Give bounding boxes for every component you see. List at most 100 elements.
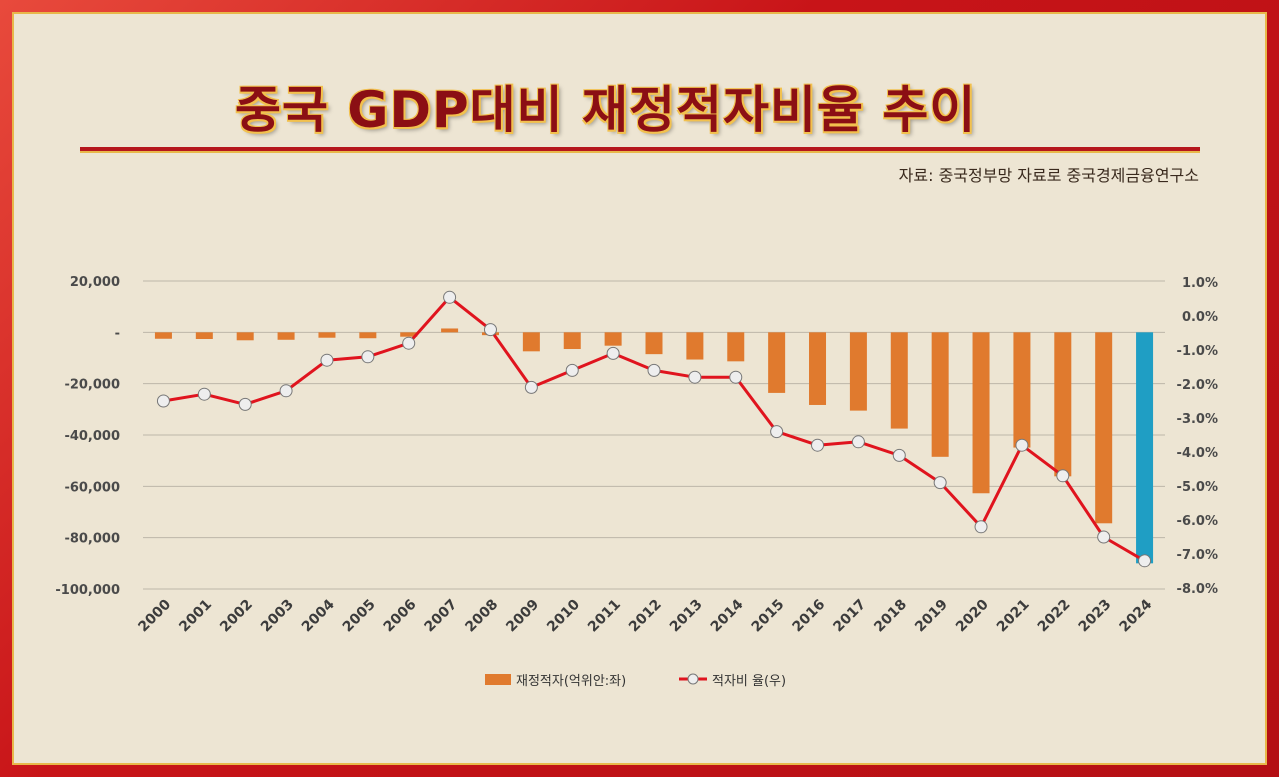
x-tick-label: 2018 <box>871 597 910 636</box>
bar-2016 <box>809 332 827 405</box>
grid-lines <box>143 280 1165 590</box>
x-tick-label: 2009 <box>503 597 542 636</box>
x-tick-label: 2022 <box>1035 597 1074 636</box>
ratio-point-2017 <box>851 435 865 449</box>
bar-2014 <box>727 332 745 362</box>
x-tick-label: 2003 <box>258 597 297 636</box>
ratio-point-2015 <box>770 425 784 439</box>
legend-bar-label: 재정적자(억위안:좌) <box>516 674 626 689</box>
x-axis-ticks: 2000 2001 2002 2003 2004 2005 2006 2007 2008 2009… <box>135 596 1155 635</box>
x-tick-label: 2015 <box>749 597 788 636</box>
x-tick-label: 2019 <box>912 597 951 636</box>
left-tick-label: -60,000 <box>64 480 120 495</box>
bar-2005 <box>359 332 377 339</box>
left-tick-label: 20,000 <box>70 275 120 290</box>
x-tick-label: 2001 <box>176 597 215 636</box>
right-tick-label: -7.0% <box>1177 548 1218 563</box>
x-tick-label: 2011 <box>585 597 624 636</box>
left-tick-label: -80,000 <box>64 532 120 547</box>
bar-2009 <box>522 332 540 352</box>
x-tick-label: 2014 <box>708 596 747 635</box>
ratio-point-2014 <box>729 370 743 384</box>
right-axis-ticks: 1.0% 0.0% -1.0% -2.0% -3.0% -4.0% -5.0% -6.0% -7… <box>1177 276 1218 597</box>
right-tick-label: 1.0% <box>1182 276 1218 291</box>
ratio-point-2007 <box>443 290 457 304</box>
ratio-point-2020 <box>974 520 988 534</box>
legend-line-label: 적자비 율(우) <box>712 674 786 689</box>
ratio-point-2021 <box>1015 438 1029 452</box>
bar-2017 <box>849 332 867 411</box>
bar-2010 <box>563 332 581 350</box>
ratio-point-2008 <box>483 323 497 337</box>
ratio-point-2022 <box>1056 469 1070 483</box>
bar-2024 <box>1136 332 1154 564</box>
right-tick-label: -5.0% <box>1177 480 1218 495</box>
bar-2007 <box>441 328 459 333</box>
ratio-point-2006 <box>402 336 416 350</box>
deficit-bars <box>154 328 1154 564</box>
ratio-point-2024 <box>1138 554 1152 568</box>
x-tick-label: 2021 <box>994 597 1033 636</box>
right-tick-label: 0.0% <box>1182 310 1218 325</box>
left-tick-label: -20,000 <box>64 378 120 393</box>
left-tick-label: -40,000 <box>64 429 120 444</box>
x-tick-label: 2008 <box>462 597 501 636</box>
bar-2023 <box>1095 332 1113 524</box>
ratio-point-2018 <box>892 448 906 462</box>
bar-2000 <box>154 332 172 339</box>
left-axis-ticks: 20,000 - -20,000 -40,000 -60,000 -80,000 -100,… <box>55 275 120 598</box>
x-tick-label: 2024 <box>1117 596 1156 635</box>
x-tick-label: 2020 <box>953 596 992 635</box>
ratio-point-2001 <box>197 387 211 401</box>
ratio-point-2023 <box>1097 530 1111 544</box>
ratio-line-series <box>156 290 1152 568</box>
ratio-point-2016 <box>811 438 825 452</box>
x-tick-label: 2004 <box>299 596 338 635</box>
ratio-point-2004 <box>320 353 334 367</box>
bar-2020 <box>972 332 990 494</box>
bar-2022 <box>1054 332 1072 477</box>
left-tick-label: - <box>115 326 120 341</box>
bar-2006 <box>400 332 418 337</box>
bar-2002 <box>236 332 254 341</box>
legend: 재정적자(억위안:좌) 적자비 율(우) <box>485 673 786 689</box>
ratio-point-2012 <box>647 363 661 377</box>
right-tick-label: -1.0% <box>1177 344 1218 359</box>
x-tick-label: 2012 <box>626 597 665 636</box>
legend-line-marker <box>687 673 699 685</box>
right-tick-label: -6.0% <box>1177 514 1218 529</box>
x-tick-label: 2000 <box>135 596 174 635</box>
ratio-point-2003 <box>279 384 293 398</box>
x-tick-label: 2017 <box>830 597 869 636</box>
right-tick-label: -2.0% <box>1177 378 1218 393</box>
x-tick-label: 2005 <box>340 597 379 636</box>
right-tick-label: -3.0% <box>1177 412 1218 427</box>
x-tick-label: 2016 <box>789 597 828 636</box>
bar-2018 <box>890 332 908 429</box>
bar-2021 <box>1013 332 1031 448</box>
ratio-point-2010 <box>565 363 579 377</box>
x-tick-label: 2002 <box>217 597 256 636</box>
ratio-point-2002 <box>238 397 252 411</box>
ratio-point-2011 <box>606 346 620 360</box>
right-tick-label: -4.0% <box>1177 446 1218 461</box>
x-tick-label: 2023 <box>1076 597 1115 636</box>
source-note: 자료: 중국정부망 자료로 중국경제금융연구소 <box>898 166 1199 185</box>
ratio-point-2019 <box>933 476 947 490</box>
chart-title: 중국 GDP대비 재정적자비율 추이 <box>235 81 977 139</box>
ratio-point-2013 <box>688 370 702 384</box>
x-tick-label: 2007 <box>422 597 461 636</box>
ratio-point-2000 <box>156 394 170 408</box>
x-tick-label: 2013 <box>667 597 706 636</box>
ratio-point-2005 <box>361 350 375 364</box>
bar-2011 <box>604 332 622 346</box>
bar-2015 <box>768 332 786 393</box>
x-tick-label: 2010 <box>544 596 583 635</box>
ratio-point-2009 <box>524 380 538 394</box>
bar-2003 <box>277 332 295 340</box>
legend-bar-swatch <box>485 674 511 685</box>
bar-2004 <box>318 332 336 338</box>
x-tick-label: 2006 <box>381 597 420 636</box>
left-tick-label: -100,000 <box>55 583 120 598</box>
